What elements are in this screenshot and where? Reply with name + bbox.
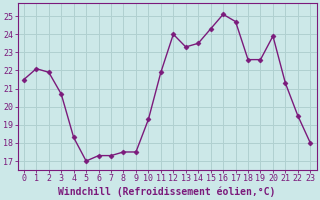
X-axis label: Windchill (Refroidissement éolien,°C): Windchill (Refroidissement éolien,°C) xyxy=(58,186,276,197)
